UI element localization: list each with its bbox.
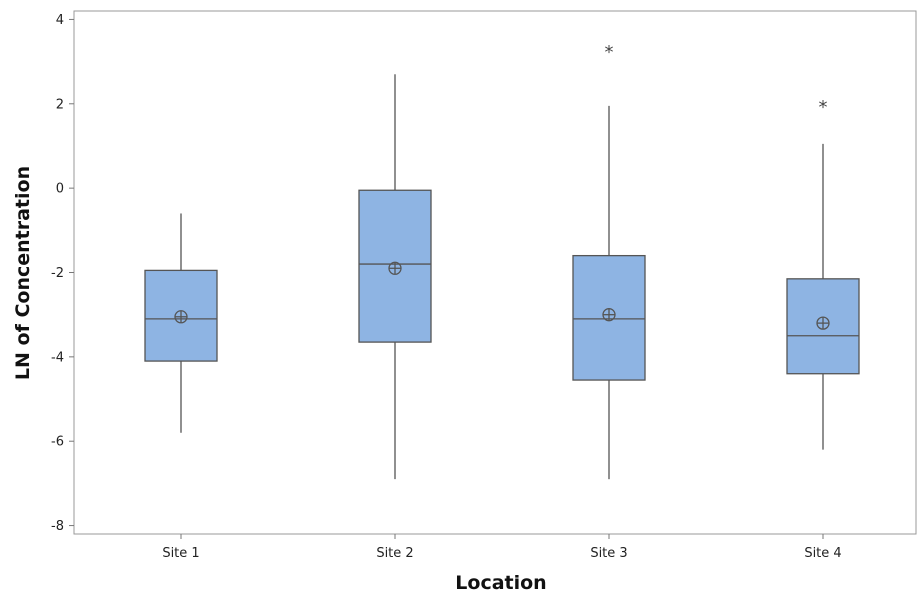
- box-group: [358, 74, 432, 480]
- y-axis-title: LN of Concentration: [12, 166, 34, 380]
- box-series: **: [144, 42, 860, 480]
- y-tick-label: 0: [56, 182, 64, 197]
- outlier-marker: *: [819, 97, 828, 118]
- y-axis: -8 -6 -4 -2 0 2 4: [51, 13, 74, 534]
- y-tick-label: -6: [51, 435, 64, 450]
- y-tick-label: 4: [56, 13, 64, 28]
- y-tick-label: 2: [56, 97, 64, 112]
- box-group: *: [786, 97, 860, 450]
- mean-marker-icon: [816, 316, 830, 330]
- x-axis: Site 1 Site 2 Site 3 Site 4: [162, 534, 842, 561]
- x-tick-label: Site 3: [590, 546, 627, 561]
- y-tick-label: -2: [51, 266, 64, 281]
- x-tick-label: Site 2: [376, 546, 413, 561]
- box-group: *: [572, 42, 646, 480]
- y-tick-label: -4: [51, 350, 64, 365]
- box-group: [144, 213, 218, 433]
- mean-marker-icon: [174, 310, 188, 324]
- mean-marker-icon: [388, 261, 402, 275]
- x-axis-title: Location: [455, 572, 546, 594]
- mean-marker-icon: [602, 308, 616, 322]
- x-tick-label: Site 4: [804, 546, 841, 561]
- x-tick-label: Site 1: [162, 546, 199, 561]
- outlier-marker: *: [605, 42, 614, 63]
- y-tick-label: -8: [51, 519, 64, 534]
